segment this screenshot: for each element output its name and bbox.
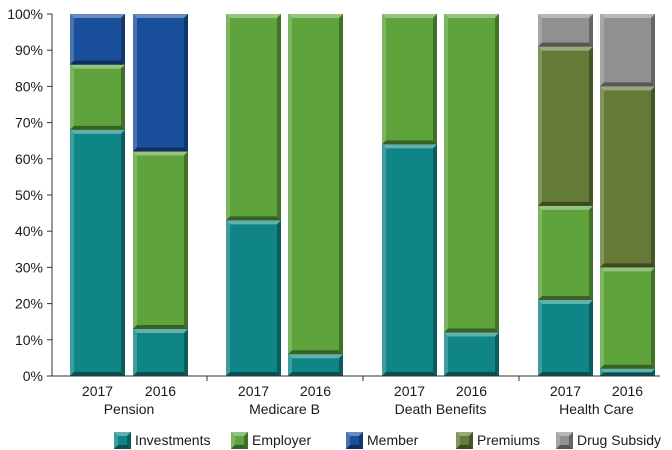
y-tick-label: 40% bbox=[15, 223, 43, 239]
bar-segment-premiums bbox=[600, 86, 655, 268]
legend-label: Member bbox=[367, 432, 419, 448]
y-tick-label: 80% bbox=[15, 78, 43, 94]
bar-segment-employer bbox=[288, 14, 343, 355]
legend-item-employer: Employer bbox=[231, 432, 311, 449]
bars bbox=[70, 14, 655, 376]
y-tick-label: 60% bbox=[15, 151, 43, 167]
bar-segment-member bbox=[133, 14, 188, 152]
x-group-label: Health Care bbox=[559, 401, 634, 417]
y-tick-label: 0% bbox=[23, 368, 43, 384]
bar-segment-member bbox=[70, 14, 125, 65]
y-tick-label: 100% bbox=[7, 6, 43, 22]
y-tick-label: 90% bbox=[15, 42, 43, 58]
x-tick-label: 2017 bbox=[550, 383, 581, 399]
bar-segment-investments bbox=[226, 220, 281, 376]
bar-segment-employer bbox=[600, 267, 655, 369]
x-group-label: Death Benefits bbox=[395, 401, 487, 417]
bar-segment-employer bbox=[382, 14, 437, 145]
y-axis: 0% 10% 20% 30% 40% 50% 60% 70% 80% 90% 100% bbox=[7, 6, 53, 384]
bar-segment-drug-subsidy bbox=[538, 14, 593, 47]
bar-segment-investments bbox=[538, 299, 593, 376]
legend-label: Employer bbox=[252, 432, 311, 448]
legend-item-drug-subsidy: Drug Subsidy bbox=[556, 432, 661, 449]
y-tick-label: 20% bbox=[15, 296, 43, 312]
legend-label: Drug Subsidy bbox=[577, 432, 661, 448]
y-tick-label: 50% bbox=[15, 187, 43, 203]
bar-segment-employer bbox=[70, 64, 125, 130]
bar-segment-investments bbox=[600, 368, 655, 376]
legend-item-investments: Investments bbox=[114, 432, 210, 449]
bar-segment-employer bbox=[133, 151, 188, 329]
y-tick-label: 10% bbox=[15, 332, 43, 348]
x-group-label: Pension bbox=[104, 401, 155, 417]
bar-segment-employer bbox=[226, 14, 281, 221]
bar-segment-drug-subsidy bbox=[600, 14, 655, 87]
x-tick-label: 2016 bbox=[612, 383, 643, 399]
x-tick-label: 2016 bbox=[456, 383, 487, 399]
legend-item-member: Member bbox=[346, 432, 419, 449]
bar-segment-investments bbox=[133, 328, 188, 376]
bar-segment-employer bbox=[444, 14, 499, 333]
x-tick-label: 2016 bbox=[145, 383, 176, 399]
x-tick-label: 2017 bbox=[238, 383, 269, 399]
bar-segment-investments bbox=[444, 332, 499, 376]
legend: Investments Employer Member Premiums Drug Su… bbox=[114, 432, 661, 449]
bar-segment-employer bbox=[538, 205, 593, 300]
x-tick-label: 2016 bbox=[300, 383, 331, 399]
legend-label: Investments bbox=[135, 432, 210, 448]
y-tick-label: 30% bbox=[15, 259, 43, 275]
bar-segment-investments bbox=[288, 354, 343, 376]
y-tick-label: 70% bbox=[15, 115, 43, 131]
bar-segment-investments bbox=[382, 144, 437, 376]
x-group-label: Medicare B bbox=[249, 401, 320, 417]
legend-item-premiums: Premiums bbox=[456, 432, 540, 449]
bar-segment-investments bbox=[70, 129, 125, 376]
x-axis: 2017 2016 Pension 2017 2016 Medicare B 2017 201… bbox=[52, 375, 660, 417]
bar-segment-premiums bbox=[538, 46, 593, 206]
legend-label: Premiums bbox=[477, 432, 540, 448]
x-tick-label: 2017 bbox=[82, 383, 113, 399]
x-tick-label: 2017 bbox=[394, 383, 425, 399]
